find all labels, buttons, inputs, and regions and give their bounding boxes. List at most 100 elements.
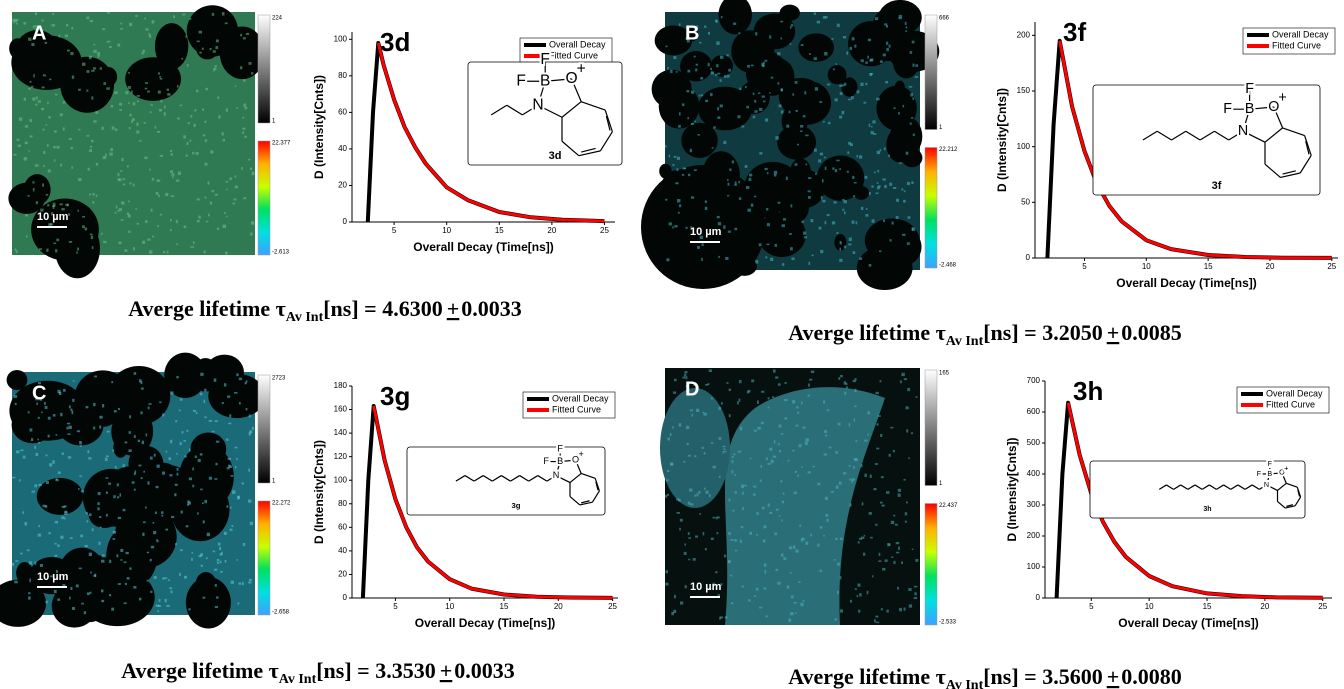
speckle	[207, 181, 210, 185]
x-axis-label: Overall Decay (Time[ns])	[1116, 276, 1257, 290]
speckle	[843, 82, 847, 86]
speckle	[204, 499, 208, 504]
speckle	[699, 41, 702, 44]
bond	[1294, 496, 1302, 507]
speckle	[200, 488, 203, 491]
speckle	[675, 71, 678, 73]
speckle	[908, 604, 913, 608]
speckle	[53, 242, 57, 245]
speckle	[723, 140, 727, 145]
speckle	[878, 185, 881, 188]
colorbar-label: -2.613	[272, 250, 290, 256]
speckle	[237, 602, 240, 605]
speckle	[747, 208, 751, 212]
speckle	[40, 208, 44, 212]
speckle	[886, 47, 889, 52]
speckle	[192, 484, 195, 488]
speckle	[57, 544, 60, 547]
speckle	[82, 225, 85, 229]
speckle	[773, 170, 778, 175]
colorbar-intensity	[924, 369, 938, 486]
speckle	[242, 543, 246, 547]
speckle	[192, 409, 197, 412]
speckle	[781, 500, 785, 504]
speckle	[148, 33, 151, 36]
speckle	[113, 410, 117, 413]
speckle	[839, 537, 843, 540]
bond	[555, 475, 571, 484]
speckle	[873, 133, 877, 135]
speckle	[204, 416, 207, 419]
x-tick-label: 20	[1260, 602, 1269, 611]
speckle	[915, 558, 919, 562]
speckle	[789, 571, 792, 574]
speckle	[108, 594, 112, 597]
speckle	[128, 200, 130, 203]
speckle	[884, 184, 887, 189]
speckle	[167, 93, 171, 96]
speckle	[903, 190, 906, 193]
speckle	[897, 493, 901, 497]
speckle	[782, 492, 785, 495]
speckle	[857, 541, 860, 544]
speckle	[209, 48, 212, 51]
speckle	[202, 520, 205, 524]
speckle	[888, 44, 891, 48]
bond	[1282, 170, 1296, 175]
speckle	[764, 570, 767, 574]
speckle	[108, 482, 112, 485]
speckle	[34, 25, 37, 28]
speckle	[904, 21, 907, 26]
speckle	[835, 451, 838, 454]
speckle	[858, 609, 861, 613]
speckle	[15, 560, 19, 562]
speckle	[34, 12, 38, 16]
speckle	[904, 520, 907, 523]
speckle	[199, 51, 202, 54]
speckle	[869, 59, 873, 62]
bond	[545, 78, 572, 82]
bond	[1266, 484, 1278, 491]
speckle	[665, 494, 668, 498]
speckle	[52, 202, 56, 207]
speckle	[845, 386, 848, 389]
speckle	[51, 24, 55, 27]
speckle	[204, 196, 207, 199]
speckle	[684, 373, 687, 377]
speckle	[236, 559, 239, 561]
speckle	[871, 575, 874, 578]
speckle	[728, 414, 731, 418]
speckle	[666, 258, 670, 262]
speckle	[162, 577, 165, 580]
speckle	[766, 207, 769, 211]
speckle	[895, 551, 900, 554]
atom-label: B	[1267, 470, 1272, 478]
bond	[1304, 135, 1312, 156]
speckle	[23, 157, 28, 161]
speckle	[798, 581, 801, 583]
dark-region	[841, 77, 858, 97]
speckle	[151, 20, 155, 24]
dark-region	[760, 14, 783, 41]
speckle	[136, 130, 140, 134]
speckle	[723, 448, 726, 451]
speckle	[97, 55, 100, 58]
speckle	[687, 532, 690, 536]
speckle	[794, 470, 798, 473]
speckle	[60, 535, 64, 539]
decay-line	[1066, 402, 1323, 600]
dark-region	[659, 163, 672, 179]
speckle	[133, 488, 136, 491]
speckle	[906, 429, 909, 433]
speckle	[171, 173, 175, 176]
speckle	[185, 35, 188, 38]
caption-error: 0.0033	[454, 658, 515, 683]
legend-label: Overall Decay	[552, 393, 609, 403]
speckle	[911, 181, 914, 184]
speckle	[877, 169, 880, 173]
speckle	[132, 102, 136, 106]
speckle	[86, 70, 90, 73]
speckle	[773, 369, 776, 373]
speckle	[145, 82, 149, 84]
speckle	[901, 188, 904, 191]
